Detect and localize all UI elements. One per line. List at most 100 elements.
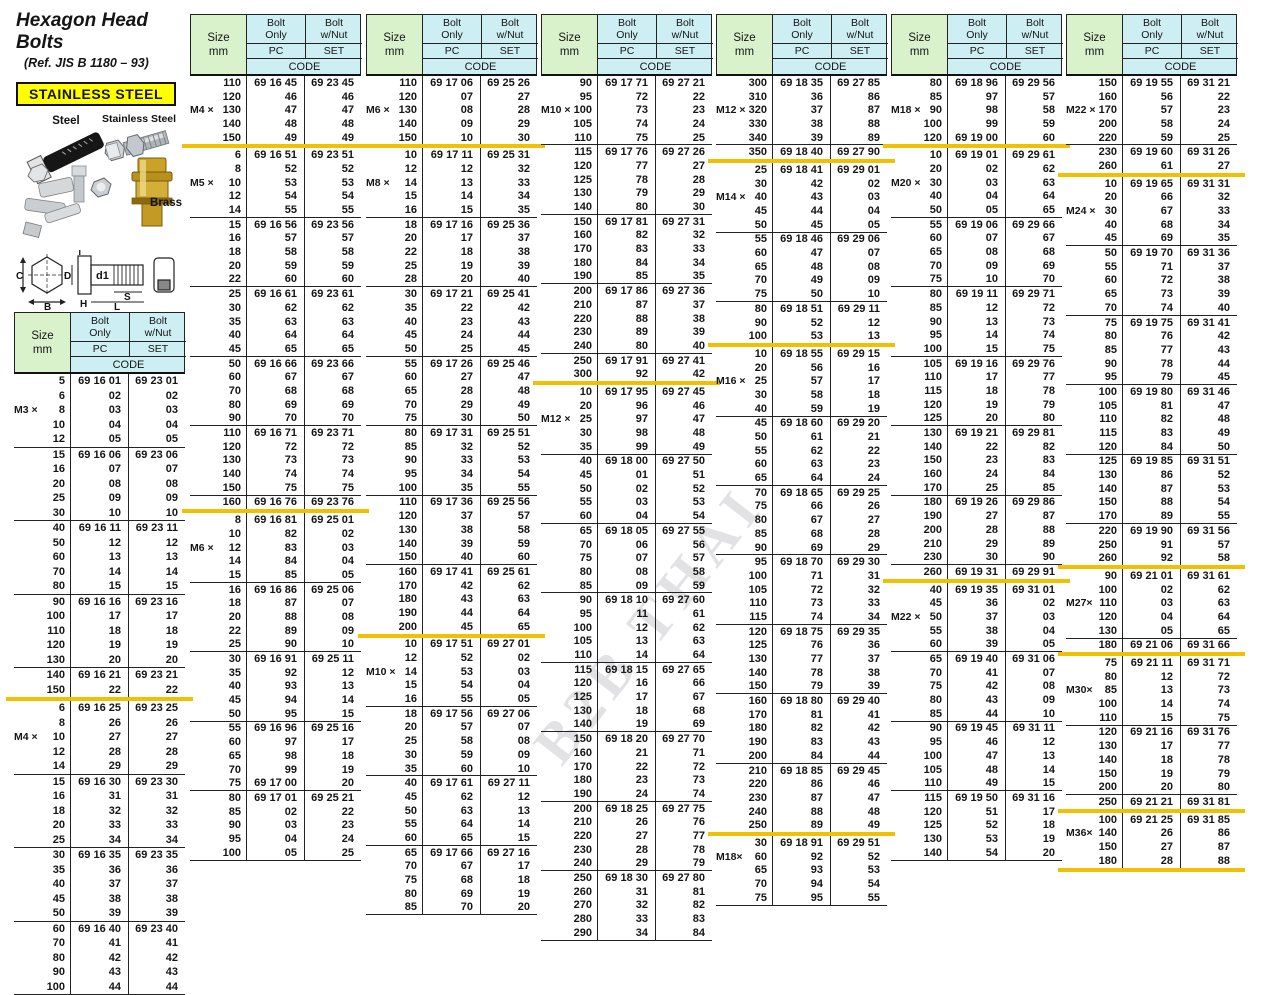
size-value: 105	[574, 118, 592, 130]
size-cell: 125	[716, 639, 772, 653]
set-code-cell: 69	[1005, 259, 1062, 273]
set-code-cell: 89	[1005, 537, 1062, 551]
pc-code-cell: 75	[597, 131, 655, 145]
set-code-cell: 15	[480, 831, 537, 845]
size-cell: 210	[891, 537, 947, 551]
size-value: 110	[1099, 712, 1117, 724]
set-code-cell: 69 27 11	[480, 776, 537, 790]
pc-code-cell: 97	[947, 90, 1005, 104]
set-code-cell: 77	[1180, 739, 1237, 753]
size-value: 190	[924, 510, 942, 522]
set-code-cell: 36	[830, 639, 887, 653]
pc-code-cell: 69 19 06	[947, 218, 1005, 232]
pc-code-cell: 37	[70, 877, 128, 892]
size-cell: 70	[14, 936, 70, 951]
set-code-cell: 34	[1180, 218, 1237, 232]
set-code-cell: 74	[304, 467, 361, 481]
set-code-cell: 46	[304, 90, 361, 104]
pc-code-cell: 69 17 56	[422, 707, 480, 721]
size-value: 120	[399, 510, 417, 522]
size-value: 100	[924, 343, 942, 355]
pc-code-cell: 15	[947, 342, 1005, 356]
size-cell: 210	[541, 815, 597, 829]
size-value: 280	[574, 913, 592, 925]
set-header: SET	[1181, 44, 1238, 59]
set-code-cell: 04	[1005, 624, 1062, 638]
size-value: 50	[229, 708, 241, 720]
pc-code-cell: 28	[597, 843, 655, 857]
size-value: 6	[235, 149, 241, 161]
size-value: 300	[749, 77, 767, 89]
size-value: 90	[755, 317, 767, 329]
set-code-cell: 77	[655, 829, 712, 843]
size-value: 20	[755, 362, 767, 374]
set-code-cell: 30	[655, 200, 712, 214]
set-code-cell: 68	[304, 384, 361, 398]
size-cell: 150	[1066, 496, 1122, 510]
size-value: 85	[405, 901, 417, 913]
size-cell: 20	[366, 232, 422, 246]
size-value: 55	[755, 233, 767, 245]
pc-code-cell: 69 19 90	[1122, 524, 1180, 538]
pc-code-cell: 12	[422, 162, 480, 176]
set-code-cell: 69 31 11	[1005, 722, 1062, 736]
thread-size-label: M8 ×	[366, 177, 390, 189]
set-code-cell: 69 25 06	[304, 583, 361, 597]
size-value: 14	[229, 555, 241, 567]
set-code-cell: 43	[480, 315, 537, 329]
pc-code-cell: 24	[597, 787, 655, 801]
size-cell: M10 ×100	[541, 103, 597, 117]
set-code-cell: 48	[655, 426, 712, 440]
set-code-cell: 37	[128, 877, 185, 892]
set-code-cell: 14	[480, 817, 537, 831]
pc-code-cell: 77	[597, 159, 655, 173]
size-value: 310	[749, 91, 767, 103]
size-value: 55	[405, 358, 417, 370]
size-cell: 300	[541, 367, 597, 381]
size-value: 120	[223, 441, 241, 453]
set-code-cell: 65	[304, 342, 361, 356]
pc-code-cell: 86	[1122, 468, 1180, 482]
pc-code-cell: 38	[772, 117, 830, 131]
pc-code-cell: 44	[947, 707, 1005, 721]
size-cell: 115	[716, 610, 772, 624]
size-value: 260	[1099, 552, 1117, 564]
size-cell: 40	[891, 583, 947, 597]
set-code-cell: 30	[480, 131, 537, 145]
set-code-cell: 44	[1180, 357, 1237, 371]
set-code-cell: 53	[1180, 482, 1237, 496]
size-cell: 85	[891, 90, 947, 104]
pc-code-cell: 04	[947, 190, 1005, 204]
size-cell: M22 ×50	[891, 610, 947, 624]
size-value: 35	[229, 667, 241, 679]
size-value: 10	[229, 177, 241, 189]
set-code-cell: 12	[304, 666, 361, 680]
set-code-cell: 69 29 56	[1005, 76, 1062, 90]
pc-code-cell: 88	[597, 312, 655, 326]
size-value: 40	[930, 584, 942, 596]
size-cell: 190	[716, 735, 772, 749]
set-code-cell: 69 31 71	[1180, 656, 1237, 670]
size-cell: 80	[366, 887, 422, 901]
